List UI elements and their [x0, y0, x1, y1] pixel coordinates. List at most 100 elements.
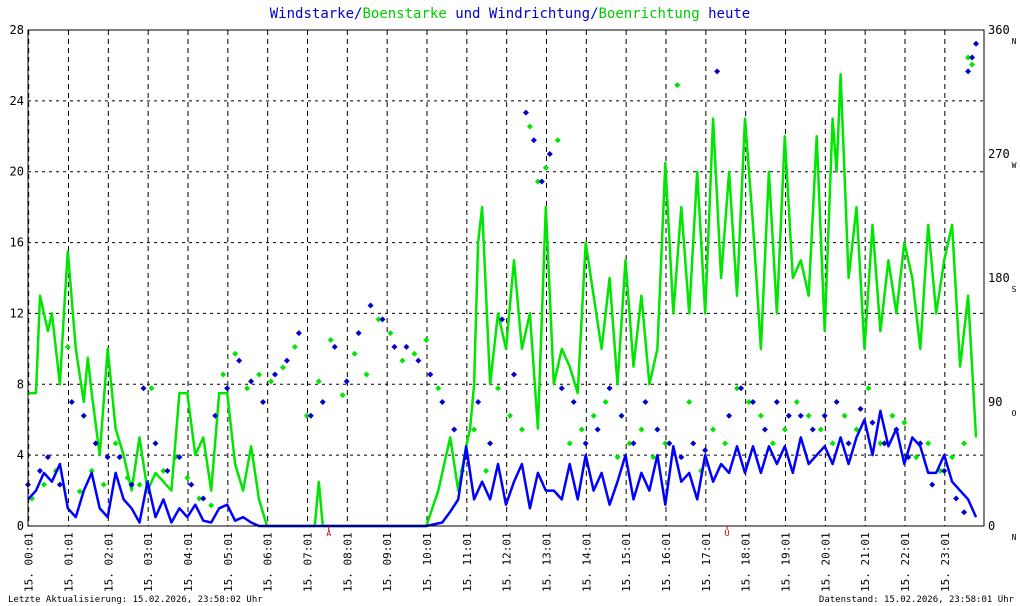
wind-direction-point [140, 385, 147, 392]
gust-direction-point [865, 385, 872, 392]
x-tick-label: 15. 13:01 [540, 532, 553, 592]
wind-direction-point [36, 467, 43, 474]
wind-direction-point [538, 178, 545, 185]
gust-direction-point [829, 440, 836, 447]
gust-direction-point [64, 343, 71, 350]
gust-direction-point [578, 426, 585, 433]
gust-direction-point [925, 440, 932, 447]
x-tick-label: 15. 02:01 [102, 532, 115, 592]
gust-direction-point [817, 426, 824, 433]
plot-frame [27, 29, 985, 527]
wind-direction-point [212, 412, 219, 419]
wind-direction-point [427, 371, 434, 378]
gust-direction-point [949, 454, 956, 461]
gust-direction-point [184, 474, 191, 481]
x-tick-label: 15. 03:01 [142, 532, 155, 592]
wind-direction-point [152, 440, 159, 447]
compass-label: O [1012, 409, 1017, 418]
title-windstarke: Windstarke/ [270, 6, 363, 22]
wind-speed-line [27, 409, 978, 528]
wind-direction-point [973, 40, 980, 47]
wind-direction-point [260, 399, 267, 405]
wind-direction-point [271, 371, 278, 378]
x-tick-label: 15. 09:01 [381, 532, 394, 592]
title-boenrichtung: Boenrichtung [599, 6, 700, 22]
wind-direction-point [833, 399, 840, 405]
wind-direction-point [355, 330, 362, 337]
wind-direction-point [773, 399, 780, 405]
gust-direction-point [124, 474, 131, 481]
wind-direction-point-group [25, 40, 980, 516]
gust-direction-point [160, 467, 167, 474]
gust-direction-point [889, 412, 896, 419]
y-right-tick-label: 0 [988, 519, 995, 533]
chart-title: Windstarke/Boenstarke und Windrichtung/B… [270, 6, 750, 22]
gust-direction-point [208, 502, 215, 509]
wind-direction-point [714, 68, 721, 75]
wind-direction-point [283, 357, 290, 364]
gust-direction-point [757, 412, 764, 419]
title-boenstarke: Boenstarke [362, 6, 446, 22]
wind-direction-point [80, 412, 87, 419]
wind-direction-point [343, 378, 350, 385]
gust-direction-point [969, 61, 976, 68]
wind-direction-point [726, 412, 733, 419]
wind-direction-point [929, 481, 936, 488]
wind-direction-point [68, 399, 75, 405]
gust-direction-point [534, 178, 541, 185]
gust-direction-point [602, 399, 609, 405]
x-tick-label: 15. 12:01 [501, 532, 514, 592]
x-tick-label: 15. 18:01 [740, 532, 753, 592]
gust-direction-point [483, 467, 490, 474]
title-windrichtung: Windrichtung/ [489, 6, 599, 22]
x-tick-label: 15. 00:01 [23, 532, 36, 592]
footer-data-status: Datenstand: 15.02.2026, 23:58:01 Uhr [819, 595, 1015, 605]
wind-direction-point [785, 412, 792, 419]
gust-direction-point [805, 412, 812, 419]
gust-direction-point [650, 454, 657, 461]
gust-direction-point [172, 454, 179, 461]
wind-direction-point [104, 454, 111, 461]
y-left-tick-label: 28 [10, 23, 24, 37]
sun-marker-label: U [725, 529, 730, 538]
x-tick-label: 15. 15:01 [620, 532, 633, 592]
wind-direction-point [678, 454, 685, 461]
series-layer [25, 40, 980, 528]
compass-label: W [1012, 161, 1017, 170]
y-right-tick-label: 90 [988, 395, 1002, 409]
gust-direction-point [435, 385, 442, 392]
x-tick-label: 15. 07:01 [301, 532, 314, 592]
gust-direction-point [913, 454, 920, 461]
gust-direction-point [291, 343, 298, 350]
gust-direction-point [745, 399, 752, 405]
wind-direction-point [797, 412, 804, 419]
wind-direction-point [809, 426, 816, 433]
wind-direction-point [749, 399, 756, 405]
gust-direction-point [411, 350, 418, 357]
gust-direction-point [542, 164, 549, 171]
wind-direction-point [582, 440, 589, 447]
gust-direction-point [196, 495, 203, 502]
wind-direction-point [953, 495, 960, 502]
gust-direction-point [315, 378, 322, 385]
gust-direction-point [626, 440, 633, 447]
gust-direction-point [399, 357, 406, 364]
wind-direction-point [961, 509, 968, 516]
wind-direction-point [845, 440, 852, 447]
gust-direction-point [614, 454, 621, 461]
wind-direction-point [630, 440, 637, 447]
gust-direction-point [495, 385, 502, 392]
wind-direction-point [236, 357, 243, 364]
wind-direction-point [451, 426, 458, 433]
gust-direction-point [686, 399, 693, 405]
wind-direction-point [499, 316, 506, 323]
gust-direction-point [769, 440, 776, 447]
x-tick-label: 15. 05:01 [222, 532, 235, 592]
y-left-tick-label: 4 [17, 448, 24, 462]
wind-direction-point [487, 440, 494, 447]
gust-direction-point [88, 467, 95, 474]
wind-direction-point [530, 137, 537, 144]
wind-direction-point [761, 426, 768, 433]
compass-label: N [1012, 533, 1017, 542]
